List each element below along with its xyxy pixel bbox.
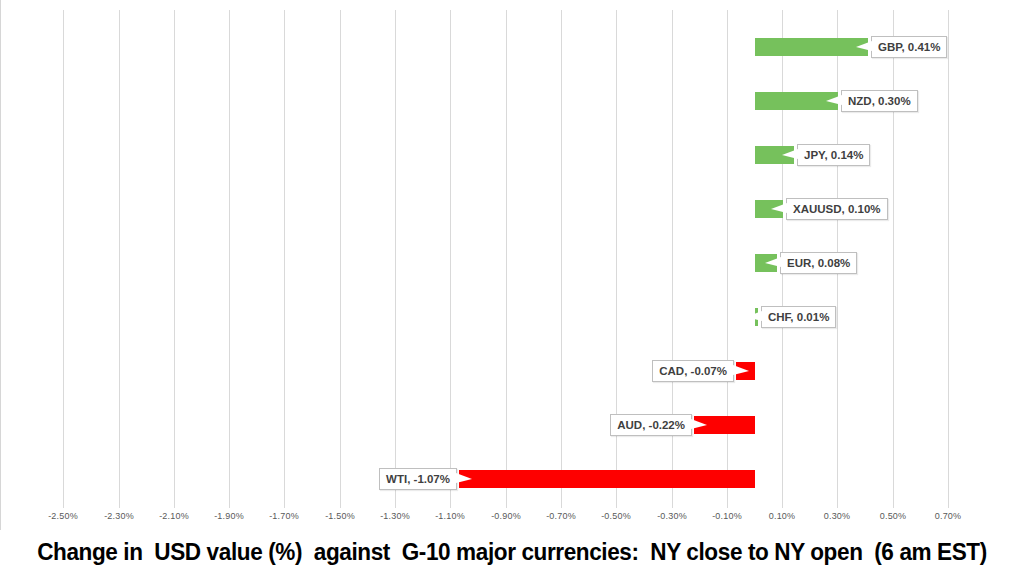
chart-title: Change in USD value (%) against G-10 maj… [10, 539, 1014, 566]
callout-tail [771, 203, 787, 213]
data-label-jpy: JPY, 0.14% [797, 144, 870, 166]
x-axis-tick-label: 0.70% [913, 511, 983, 521]
data-label-wti: WTI, -1.07% [379, 468, 457, 490]
callout-tail [826, 95, 842, 105]
data-label-eur: EUR, 0.08% [780, 252, 857, 274]
callout-tail [733, 365, 749, 375]
bar-wti [459, 470, 755, 488]
callout-tail [856, 41, 872, 51]
data-label-chf: CHF, 0.01% [761, 306, 836, 328]
gridline [284, 10, 285, 508]
callout-tail [746, 311, 762, 321]
gridline [229, 10, 230, 508]
gridline [63, 10, 64, 508]
callout-tail [691, 419, 707, 429]
gridline [948, 10, 949, 508]
gridline [450, 10, 451, 508]
gridline [506, 10, 507, 508]
data-label-nzd: NZD, 0.30% [841, 90, 918, 112]
data-label-gbp: GBP, 0.41% [871, 36, 947, 58]
chart-figure: GBP, 0.41% NZD, 0.30% JPY, 0.14% XAUUSD, 0.… [0, 0, 1024, 584]
callout-tail [765, 257, 781, 267]
gridline [893, 10, 894, 508]
data-label-cad: CAD, -0.07% [652, 360, 734, 382]
gridline [395, 10, 396, 508]
callout-tail [456, 473, 472, 483]
data-label-xauusd: XAUUSD, 0.10% [786, 198, 888, 220]
gridline [340, 10, 341, 508]
plot-area: GBP, 0.41% NZD, 0.30% JPY, 0.14% XAUUSD, 0.… [0, 0, 1024, 535]
gridline [119, 10, 120, 508]
gridline [174, 10, 175, 508]
callout-tail [782, 149, 798, 159]
chart-left-border [0, 0, 1, 530]
bar-gbp [755, 38, 868, 56]
data-label-aud: AUD, -0.22% [610, 414, 692, 436]
gridline [561, 10, 562, 508]
